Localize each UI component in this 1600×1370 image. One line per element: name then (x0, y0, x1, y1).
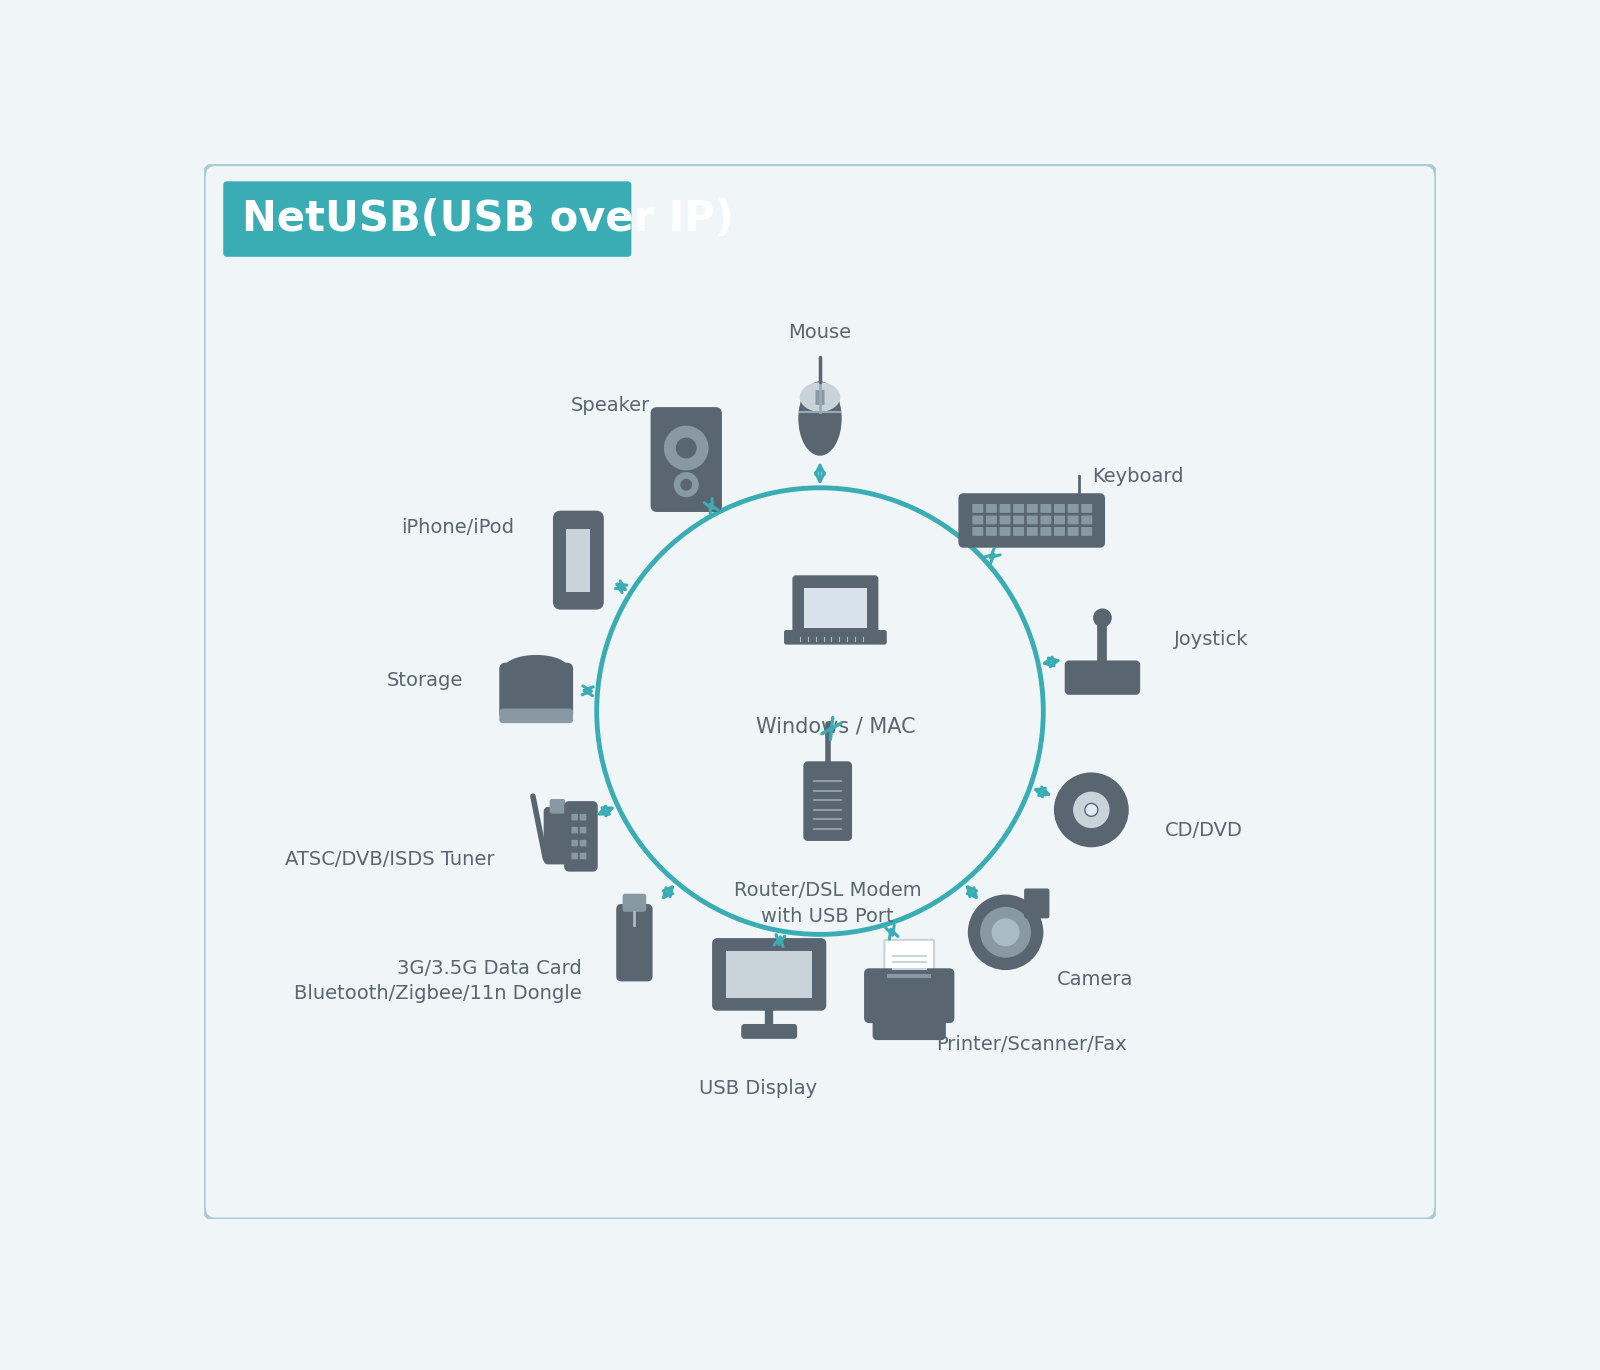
Text: Router/DSL Modem
with USB Port: Router/DSL Modem with USB Port (734, 881, 922, 926)
Bar (805, 588, 867, 629)
Circle shape (1085, 803, 1098, 817)
FancyBboxPatch shape (1040, 527, 1051, 536)
FancyBboxPatch shape (1054, 504, 1066, 512)
FancyBboxPatch shape (874, 1014, 944, 1038)
Text: NetUSB(USB over IP): NetUSB(USB over IP) (243, 199, 734, 240)
FancyBboxPatch shape (1067, 527, 1078, 536)
Bar (886, 974, 931, 978)
FancyBboxPatch shape (550, 800, 565, 812)
Ellipse shape (506, 656, 566, 681)
Circle shape (1074, 792, 1109, 827)
Text: 3G/3.5G Data Card
Bluetooth/Zigbee/11n Dongle: 3G/3.5G Data Card Bluetooth/Zigbee/11n D… (294, 959, 582, 1003)
FancyBboxPatch shape (571, 840, 578, 847)
FancyBboxPatch shape (224, 181, 632, 256)
Circle shape (677, 438, 696, 458)
Circle shape (981, 908, 1030, 956)
Circle shape (970, 896, 1042, 969)
FancyBboxPatch shape (973, 504, 984, 512)
FancyBboxPatch shape (1082, 504, 1093, 512)
FancyBboxPatch shape (1000, 527, 1011, 536)
FancyBboxPatch shape (816, 390, 824, 406)
FancyBboxPatch shape (546, 808, 570, 863)
FancyBboxPatch shape (1027, 527, 1038, 536)
FancyBboxPatch shape (986, 527, 997, 536)
FancyBboxPatch shape (1027, 504, 1038, 512)
Text: iPhone/iPod: iPhone/iPod (402, 518, 515, 537)
Bar (566, 529, 590, 592)
Circle shape (992, 919, 1019, 945)
Text: Camera: Camera (1056, 970, 1133, 989)
FancyBboxPatch shape (1040, 504, 1051, 512)
FancyBboxPatch shape (885, 940, 934, 977)
FancyBboxPatch shape (565, 803, 597, 870)
FancyBboxPatch shape (973, 515, 984, 525)
FancyBboxPatch shape (1066, 662, 1139, 693)
FancyBboxPatch shape (1067, 515, 1078, 525)
Text: Speaker: Speaker (570, 396, 650, 415)
FancyBboxPatch shape (1054, 515, 1066, 525)
FancyBboxPatch shape (1054, 527, 1066, 536)
FancyBboxPatch shape (1067, 504, 1078, 512)
FancyBboxPatch shape (571, 852, 578, 859)
FancyBboxPatch shape (205, 164, 1437, 1219)
FancyBboxPatch shape (1000, 504, 1011, 512)
FancyBboxPatch shape (1013, 515, 1024, 525)
Ellipse shape (800, 382, 840, 412)
FancyBboxPatch shape (866, 970, 954, 1022)
FancyBboxPatch shape (1013, 527, 1024, 536)
FancyBboxPatch shape (714, 940, 824, 1008)
FancyBboxPatch shape (555, 512, 602, 608)
FancyBboxPatch shape (1082, 527, 1093, 536)
FancyBboxPatch shape (1027, 515, 1038, 525)
FancyBboxPatch shape (1026, 889, 1048, 918)
Text: Keyboard: Keyboard (1091, 467, 1184, 486)
FancyBboxPatch shape (973, 527, 984, 536)
Text: Windows / MAC: Windows / MAC (755, 717, 915, 737)
Text: ATSC/DVB/ISDS Tuner: ATSC/DVB/ISDS Tuner (285, 849, 494, 869)
FancyBboxPatch shape (571, 814, 578, 821)
Circle shape (666, 427, 707, 469)
FancyBboxPatch shape (1013, 504, 1024, 512)
FancyBboxPatch shape (986, 515, 997, 525)
FancyBboxPatch shape (986, 504, 997, 512)
FancyBboxPatch shape (624, 895, 645, 911)
FancyBboxPatch shape (501, 664, 571, 718)
FancyBboxPatch shape (571, 827, 578, 833)
FancyBboxPatch shape (579, 814, 586, 821)
FancyBboxPatch shape (653, 408, 720, 510)
Text: CD/DVD: CD/DVD (1165, 822, 1243, 840)
FancyBboxPatch shape (1082, 515, 1093, 525)
FancyBboxPatch shape (501, 710, 573, 722)
FancyBboxPatch shape (579, 827, 586, 833)
FancyBboxPatch shape (786, 632, 886, 644)
Circle shape (675, 473, 698, 496)
Text: Printer/Scanner/Fax: Printer/Scanner/Fax (936, 1034, 1126, 1054)
FancyBboxPatch shape (805, 763, 851, 840)
Text: Storage: Storage (387, 671, 464, 690)
Text: Joystick: Joystick (1174, 630, 1250, 648)
FancyBboxPatch shape (960, 495, 1104, 547)
Text: Mouse: Mouse (789, 322, 851, 341)
FancyBboxPatch shape (1040, 515, 1051, 525)
Bar (726, 951, 813, 999)
FancyBboxPatch shape (579, 840, 586, 847)
Text: USB Display: USB Display (699, 1080, 818, 1099)
FancyBboxPatch shape (742, 1025, 797, 1038)
FancyBboxPatch shape (794, 577, 877, 637)
FancyBboxPatch shape (1000, 515, 1011, 525)
Circle shape (682, 479, 691, 490)
FancyBboxPatch shape (618, 906, 651, 980)
Ellipse shape (800, 382, 840, 455)
FancyBboxPatch shape (579, 852, 586, 859)
Circle shape (1094, 610, 1110, 626)
Circle shape (1056, 774, 1128, 845)
